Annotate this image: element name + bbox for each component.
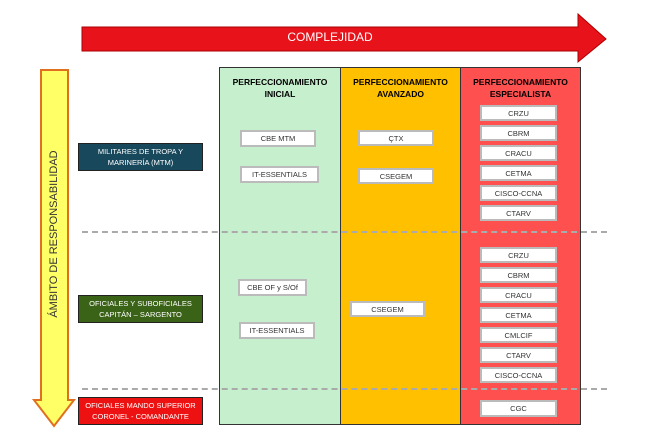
course-box: CETMA <box>480 307 557 323</box>
course-box: CISCO-CCNA <box>480 367 557 383</box>
course-box: CRACU <box>480 287 557 303</box>
scope-label: ÁMBITO DE RESPONSABILIDAD <box>48 150 60 318</box>
course-box: CSEGEM <box>358 168 434 184</box>
course-box: CSEGEM <box>350 301 425 317</box>
scope-arrow <box>31 69 77 428</box>
course-box: CMLCIF <box>480 327 557 343</box>
complexity-label: COMPLEJIDAD <box>287 30 373 44</box>
course-box: CBE MTM <box>240 130 316 147</box>
course-box: CBRM <box>480 125 557 141</box>
course-box: CTARV <box>480 347 557 363</box>
course-box: IT-ESSENTIALS <box>240 166 319 183</box>
complexity-arrow <box>81 12 607 64</box>
course-box: CRACU <box>480 145 557 161</box>
row-label-mtm: MILITARES DE TROPA Y MARINERÍA (MTM) <box>78 143 203 171</box>
column-title: PERFECCIONAMIENTO AVANZADO <box>353 77 448 99</box>
column-inicial: PERFECCIONAMIENTO INICIAL <box>219 67 341 425</box>
course-box: CBRM <box>480 267 557 283</box>
column-avanzado: PERFECCIONAMIENTO AVANZADO <box>340 67 461 425</box>
course-box: IT-ESSENTIALS <box>239 322 315 339</box>
course-box: CRZU <box>480 247 557 263</box>
column-title: PERFECCIONAMIENTO INICIAL <box>232 77 328 99</box>
course-box: CETMA <box>480 165 557 181</box>
column-title: PERFECCIONAMIENTO ESPECIALISTA <box>473 77 568 99</box>
course-box: CISCO-CCNA <box>480 185 557 201</box>
course-box: CTARV <box>480 205 557 221</box>
course-box: CRZU <box>480 105 557 121</box>
course-box: CBE OF y S/Of <box>238 279 307 296</box>
row-divider <box>82 388 607 390</box>
row-label-mando-superior: OFICIALES MANDO SUPERIOR CORONEL - COMAN… <box>78 397 203 425</box>
row-divider <box>82 231 607 233</box>
course-box: CGC <box>480 400 557 417</box>
row-label-oficiales: OFICIALES Y SUBOFICIALES CAPITÁN – SARGE… <box>78 295 203 323</box>
course-box: ÇTX <box>358 130 434 146</box>
